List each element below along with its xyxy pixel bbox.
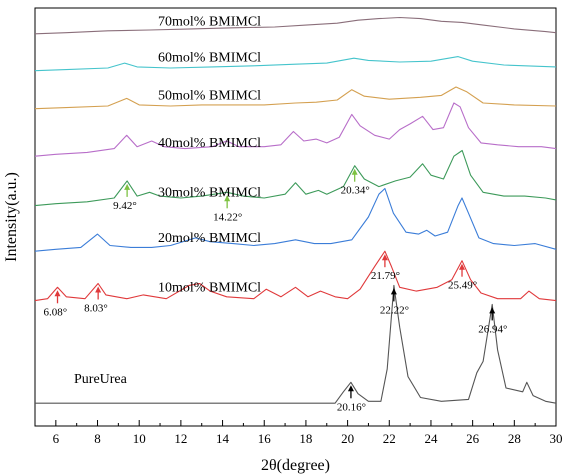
peak-arrow-head	[459, 263, 466, 270]
series-label-10mol-bmimcl: 10mol% BMIMCl	[158, 281, 261, 296]
peak-arrow-head	[224, 195, 231, 202]
peak-arrow-head	[347, 385, 354, 392]
series-label-60mol-bmimcl: 60mol% BMIMCl	[158, 51, 261, 66]
x-tick-label: 22	[383, 431, 396, 446]
x-axis-title: 2θ(degree)	[261, 457, 330, 474]
peak-label: 21.79°	[371, 270, 400, 282]
annotation-layer: 20.16° 22.22° 26.94° 6.08° 8.03° 21.79° 25.49°…	[44, 168, 507, 413]
series-line-30mol-bmimcl	[34, 149, 557, 207]
peak-arrow-head	[381, 254, 388, 261]
peak-label: 26.94°	[478, 323, 507, 335]
x-tick-label: 24	[424, 431, 438, 446]
plot-frame	[34, 7, 557, 427]
series-line-10mol-bmimcl	[34, 250, 557, 302]
peak-label: 8.03°	[84, 303, 108, 315]
x-tick-label: 8	[94, 431, 101, 446]
peak-arrow-head	[489, 307, 496, 314]
x-axis: 6 8 10 12 14 16 18 20 22 24 26 28 30	[34, 420, 563, 446]
series-line-70mol-bmimcl	[34, 16, 557, 35]
x-tick-label: 12	[174, 431, 187, 446]
peak-arrow-head	[351, 168, 358, 175]
series-label-30mol-bmimcl: 30mol% BMIMCl	[158, 186, 261, 201]
series-label-70mol-bmimcl: 70mol% BMIMCl	[158, 15, 261, 30]
peak-label: 20.34°	[341, 185, 370, 197]
x-tick-label: 20	[341, 431, 354, 446]
peak-label: 20.16°	[337, 401, 366, 413]
series-line-pureurea	[35, 284, 557, 404]
series-line-50mol-bmimcl	[34, 86, 557, 110]
series-label-40mol-bmimcl: 40mol% BMIMCl	[158, 136, 261, 151]
y-axis-title: Intensity(a.u.)	[3, 172, 20, 262]
x-tick-label: 28	[508, 431, 521, 446]
x-tick-label: 10	[133, 431, 146, 446]
peak-arrow-head	[95, 286, 102, 293]
series-line-20mol-bmimcl	[34, 187, 557, 252]
series-line-40mol-bmimcl	[34, 102, 557, 157]
x-tick-label: 6	[53, 431, 60, 446]
peak-arrow-head	[54, 290, 61, 297]
x-tick-label: 18	[299, 431, 312, 446]
x-tick-label: 30	[550, 431, 563, 446]
series-label-pureurea: PureUrea	[74, 372, 128, 387]
peak-label: 6.08°	[44, 306, 68, 318]
x-tick-label: 14	[216, 431, 230, 446]
peak-label: 22.22°	[380, 304, 409, 316]
x-tick-label: 16	[258, 431, 272, 446]
x-tick-label: 26	[466, 431, 480, 446]
peak-label: 25.49°	[448, 280, 477, 292]
series-label-20mol-bmimcl: 20mol% BMIMCl	[158, 231, 261, 246]
peak-arrow-head	[390, 288, 397, 295]
series-line-60mol-bmimcl	[34, 56, 557, 72]
peak-label: 9.42°	[113, 200, 137, 212]
series-label-50mol-bmimcl: 50mol% BMIMCl	[158, 89, 261, 104]
series-layer: PureUrea 10mol% BMIMCl 20mol% BMIMCl 30mol%…	[34, 15, 557, 404]
peak-label: 14.22°	[213, 211, 242, 223]
peak-arrow-head	[124, 183, 131, 190]
